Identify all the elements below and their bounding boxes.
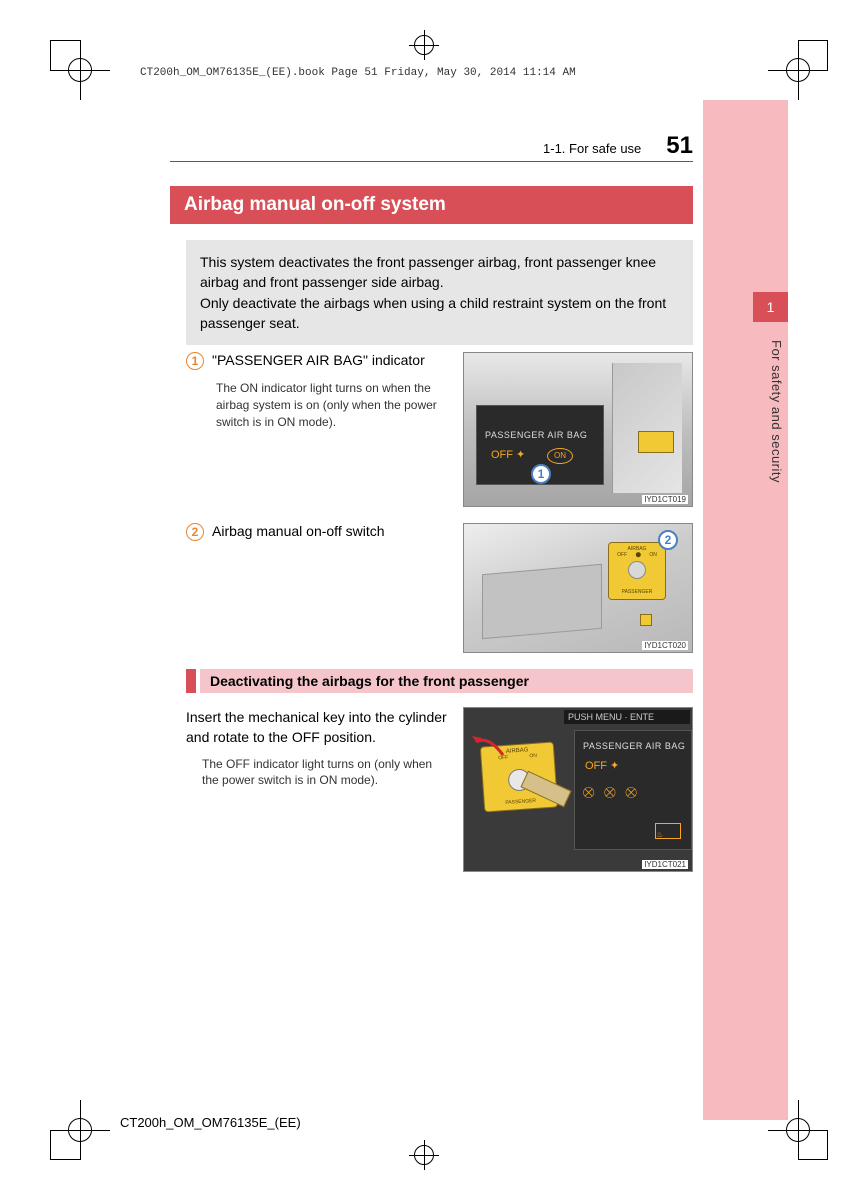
seatbelt-icon: ⛒ — [604, 787, 615, 800]
illustration-deactivate: PUSH MENU · ENTE AIRBAG OFF ON PASSENGER — [463, 707, 693, 872]
item-label: Airbag manual on-off switch — [212, 523, 385, 539]
content-area: 1 "PASSENGER AIR BAG" indicator The ON i… — [186, 352, 693, 888]
sticker-text: AIRBAG — [609, 543, 665, 552]
book-meta-header: CT200h_OM_OM76135E_(EE).book Page 51 Fri… — [140, 67, 576, 79]
sticker-text: PASSENGER — [609, 589, 665, 595]
on-indicator-icon: ON — [547, 448, 573, 464]
chapter-number-tab: 1 — [753, 292, 788, 322]
item-row: Insert the mechanical key into the cylin… — [186, 707, 693, 872]
chapter-tab-background — [703, 100, 788, 1120]
footer-code: CT200h_OM_OM76135E_(EE) — [120, 1115, 301, 1130]
registration-mark — [409, 1140, 439, 1170]
crop-mark — [768, 40, 828, 100]
registration-mark — [409, 30, 439, 60]
crop-mark — [50, 40, 110, 100]
item-text: Insert the mechanical key into the cylin… — [186, 707, 447, 872]
item-label: "PASSENGER AIR BAG" indicator — [212, 352, 425, 368]
image-id: IYD1CT019 — [642, 495, 688, 504]
item-row: 1 "PASSENGER AIR BAG" indicator The ON i… — [186, 352, 693, 507]
page-number: 51 — [666, 132, 693, 160]
off-indicator-icon: OFF ✦ — [491, 448, 525, 461]
screen-label: PASSENGER AIR BAG — [485, 430, 587, 440]
subsection-body: Insert the mechanical key into the cylin… — [186, 707, 447, 748]
arrow-icon — [468, 730, 508, 760]
subsection-title: Deactivating the airbags for the front p… — [200, 669, 693, 693]
seatbelt-icon: ⛒ — [625, 787, 636, 800]
chapter-title-vertical: For safety and security — [769, 340, 784, 483]
subsection-header: Deactivating the airbags for the front p… — [186, 669, 693, 693]
seatbelt-icon: ⛒ — [583, 787, 594, 800]
screen-label: PASSENGER AIR BAG — [583, 741, 685, 751]
crop-mark — [50, 1100, 110, 1160]
item-description: The ON indicator light turns on when the… — [216, 380, 447, 430]
off-indicator-icon: OFF ✦ — [585, 759, 619, 772]
item-text: 2 Airbag manual on-off switch — [186, 523, 447, 653]
page-header: 1-1. For safe use 51 — [170, 132, 693, 162]
intro-text: This system deactivates the front passen… — [186, 240, 693, 345]
circled-number-icon: 1 — [186, 352, 204, 370]
subsection-note: The OFF indicator light turns on (only w… — [202, 756, 447, 790]
callout-number-icon: 1 — [531, 464, 551, 484]
item-text: 1 "PASSENGER AIR BAG" indicator The ON i… — [186, 352, 447, 507]
image-id: IYD1CT020 — [642, 641, 688, 650]
illustration-indicator: PASSENGER AIR BAG OFF ✦ ON 1 IYD1CT019 — [463, 352, 693, 507]
item-row: 2 Airbag manual on-off switch AIRBAG OFF… — [186, 523, 693, 653]
illustration-switch: AIRBAG OFF ⬤ ON PASSENGER 2 IYD1CT020 — [463, 523, 693, 653]
callout-number-icon: 2 — [658, 530, 678, 550]
section-reference: 1-1. For safe use — [543, 141, 641, 156]
circled-number-icon: 2 — [186, 523, 204, 541]
heated-seat-icon: ♨ — [655, 823, 681, 839]
page-title: Airbag manual on-off system — [170, 186, 693, 224]
menu-label: PUSH MENU · ENTE — [564, 710, 690, 724]
image-id: IYD1CT021 — [642, 860, 688, 869]
